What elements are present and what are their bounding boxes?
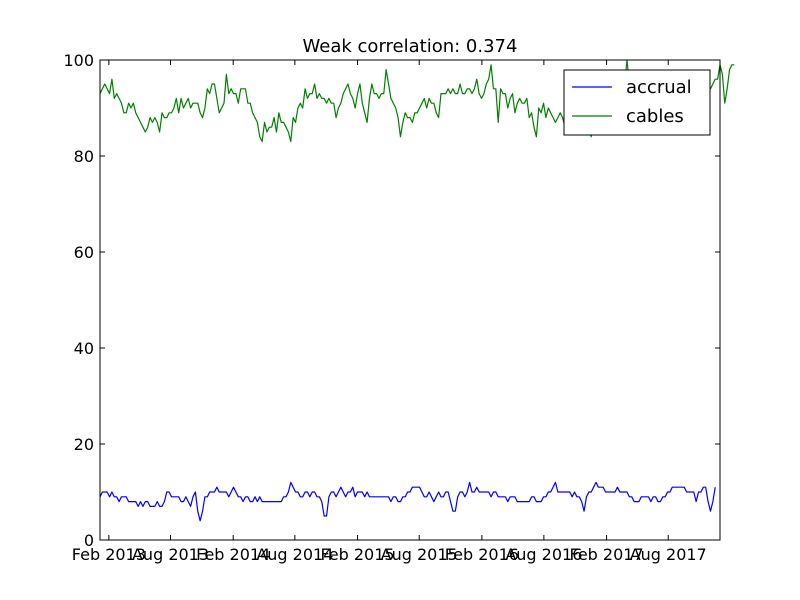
x-tick-label: Feb 2014 [196, 545, 270, 564]
plot-area [100, 60, 720, 540]
x-tick-label: Aug 2017 [630, 545, 707, 564]
x-tick-label: Feb 2016 [445, 545, 519, 564]
legend: accrual cables [563, 69, 711, 136]
y-tick-label: 0 [84, 531, 94, 550]
x-tick-label: Feb 2017 [569, 545, 643, 564]
legend-box [563, 69, 711, 136]
x-tick-label: Feb 2015 [320, 545, 394, 564]
chart-title: Weak correlation: 0.374 [303, 36, 518, 57]
x-tick-label: Aug 2015 [381, 545, 458, 564]
legend-label-cables: cables [626, 106, 684, 127]
y-tick-label: 100 [63, 51, 94, 70]
y-tick-label: 40 [74, 339, 94, 358]
series-line-accrual [99, 481, 716, 522]
y-tick-label: 20 [74, 435, 94, 454]
x-tick-label: Aug 2016 [505, 545, 582, 564]
x-tick-label: Aug 2014 [256, 545, 333, 564]
legend-label-accrual: accrual [626, 77, 692, 98]
y-tick-label: 60 [74, 243, 94, 262]
x-tick-label: Aug 2013 [132, 545, 209, 564]
x-tick-label: Feb 2013 [72, 545, 146, 564]
y-tick-label: 80 [74, 147, 94, 166]
plot-frame [99, 59, 721, 541]
